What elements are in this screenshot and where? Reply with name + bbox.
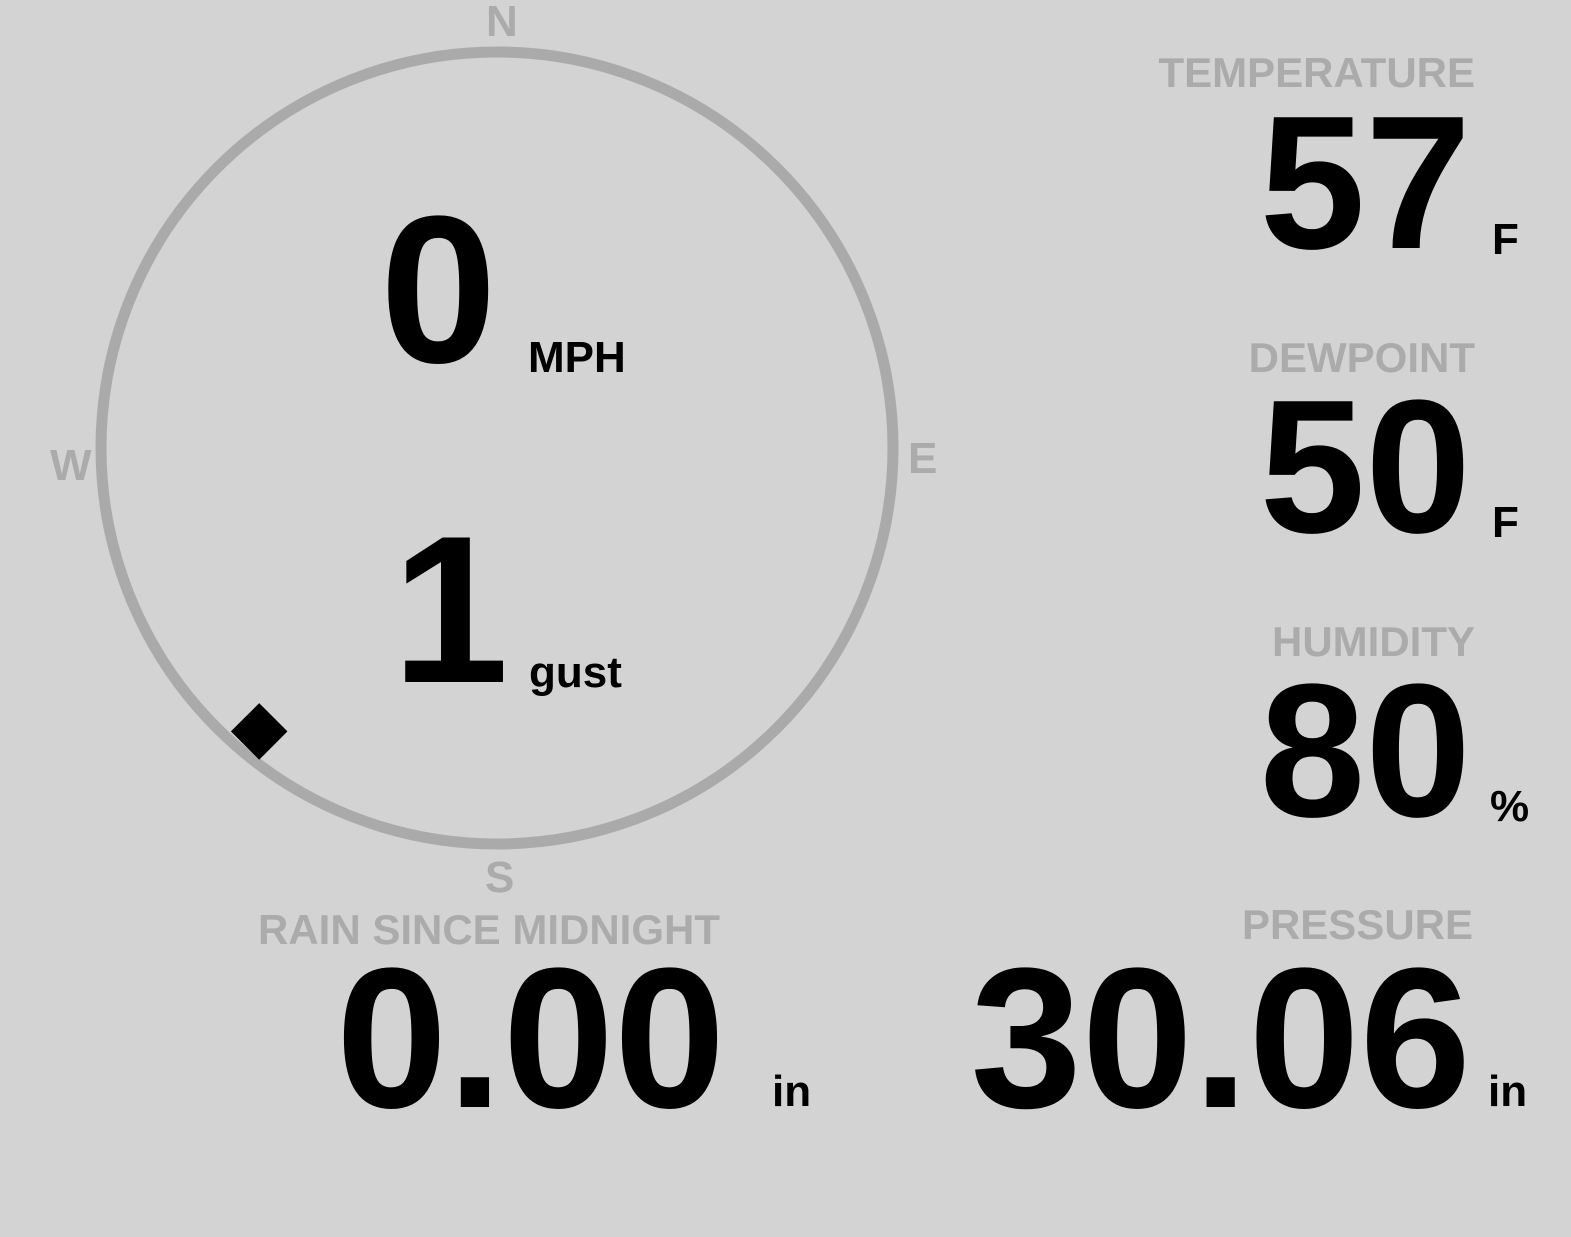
dewpoint-label: DEWPOINT bbox=[1248, 334, 1475, 381]
compass-north: N bbox=[486, 0, 518, 46]
pressure-label: PRESSURE bbox=[1241, 901, 1473, 948]
wind-speed-value: 0 bbox=[380, 172, 497, 407]
compass-south: S bbox=[485, 853, 515, 902]
humidity-unit: % bbox=[1490, 782, 1530, 831]
compass-west: W bbox=[50, 441, 92, 490]
wind-gust-unit: gust bbox=[529, 648, 622, 697]
compass-ring bbox=[95, 46, 899, 850]
humidity-label: HUMIDITY bbox=[1272, 618, 1475, 665]
compass-east: E bbox=[908, 434, 938, 483]
dewpoint-unit: F bbox=[1492, 498, 1519, 547]
temperature-unit: F bbox=[1492, 215, 1519, 264]
pressure-value: 30.06 bbox=[970, 927, 1472, 1150]
rain-label: RAIN SINCE MIDNIGHT bbox=[258, 906, 720, 953]
rain-value: 0.00 bbox=[336, 927, 726, 1150]
wind-gust-value: 1 bbox=[392, 492, 509, 727]
wind-speed-unit: MPH bbox=[528, 333, 626, 382]
dewpoint-value: 50 bbox=[1259, 361, 1471, 573]
rain-unit: in bbox=[772, 1067, 812, 1116]
humidity-value: 80 bbox=[1259, 645, 1471, 857]
temperature-value: 57 bbox=[1259, 77, 1471, 289]
temperature-label: TEMPERATURE bbox=[1158, 49, 1475, 96]
pressure-unit: in bbox=[1488, 1067, 1528, 1116]
